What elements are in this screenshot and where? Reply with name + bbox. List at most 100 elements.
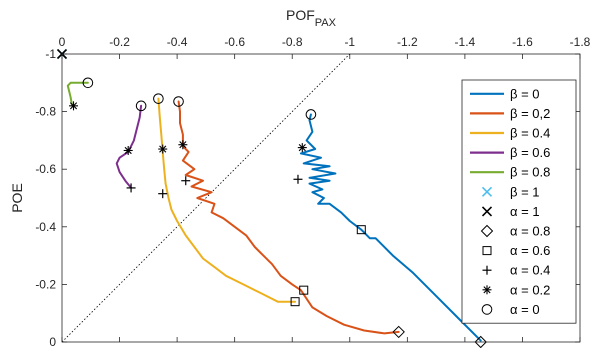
alpha-marker-4-1-stroke-d (179, 141, 187, 149)
y-tick-label: -0.6 (35, 162, 56, 176)
x-tick-label: -0.8 (282, 35, 303, 49)
x-axis-title-main: POF (286, 7, 315, 23)
alpha-marker-4-2 (158, 144, 168, 154)
legend-entry-5: β = 1 (481, 184, 540, 199)
legend-swatch-marker (481, 186, 493, 197)
x-tick-label: 0 (59, 35, 66, 49)
legend-swatch-marker-shape (480, 224, 494, 238)
alpha-marker-4-3-stroke-d (124, 146, 132, 155)
alpha-marker-1-0-shape (474, 335, 487, 348)
alpha-marker-4-4 (69, 101, 79, 111)
alpha-marker-2-2 (290, 297, 300, 307)
alpha-marker-2-0 (356, 225, 366, 235)
legend-swatch-marker (480, 224, 494, 238)
alpha-marker-2-1 (299, 285, 309, 295)
y-tick-label: -0.4 (35, 220, 56, 234)
legend-entry-1: β = 0,2 (470, 106, 550, 121)
legend-swatch-marker-shape (481, 304, 493, 315)
legend-label: α = 0 (510, 302, 540, 317)
legend-swatch-marker (482, 246, 492, 256)
y-tick-label: -1 (45, 47, 56, 61)
x-tick-label: -1.6 (512, 35, 533, 49)
legend-label: β = 0.6 (510, 145, 550, 160)
y-tick-label: -0.8 (35, 105, 56, 119)
y-tick-label: -0.2 (35, 277, 56, 291)
legend-swatch-marker (482, 265, 492, 275)
alpha-marker-4-0-stroke-d (298, 144, 306, 152)
legend-swatch-marker (481, 304, 493, 315)
legend-entry-3: β = 0.6 (470, 145, 550, 160)
alpha-marker-3-3 (126, 183, 136, 193)
legend-label: α = 0.2 (510, 282, 550, 297)
legend-box (461, 79, 577, 324)
alpha-marker-4-0 (297, 143, 307, 153)
alpha-marker-3-1 (181, 176, 191, 186)
legend-entry-11: α = 0 (481, 302, 540, 317)
alpha-marker-5-3-shape (135, 100, 147, 112)
axes: 0 -0.2 -0.4 -0.6 -0.8 -1 -1.2 -1.4 -1.6 -1.8 0 -0.2… (9, 7, 591, 349)
x-axis-title-subscript: PAX (315, 17, 337, 29)
series-line-1 (177, 100, 400, 335)
legend-swatch-marker (482, 285, 492, 295)
alpha-marker-1-0 (474, 335, 487, 348)
legend-entry-2: β = 0.4 (470, 126, 550, 141)
x-tick-label: -1 (344, 35, 355, 49)
y-axis-title: POE (9, 183, 25, 213)
alpha-marker-5-1 (173, 96, 184, 107)
series-line-4 (66, 81, 89, 107)
legend-label: α = 0.6 (510, 243, 550, 258)
reference-diagonal-line (61, 53, 351, 343)
legend-entry-0: β = 0 (470, 86, 540, 101)
legend-swatch-marker-stroke-b (481, 186, 493, 197)
alpha-marker-2-0-shape (356, 225, 366, 235)
alpha-marker-5-0-shape (305, 109, 317, 120)
alpha-marker-4-4-stroke-d (69, 102, 78, 110)
legend-entry-7: α = 0.8 (480, 224, 550, 239)
legend-label: α = 0.4 (510, 263, 550, 278)
series-line-3 (115, 104, 143, 189)
alpha-marker-4-3 (123, 145, 133, 155)
alpha-marker-3-0 (293, 174, 303, 184)
x-tick-label: -0.6 (224, 35, 245, 49)
series-line-0 (299, 113, 482, 342)
legend-label: β = 0 (510, 86, 540, 101)
legend-label: β = 0.4 (510, 126, 550, 141)
legend-entry-6: α = 1 (481, 204, 540, 219)
x-tick-label: -1.8 (570, 35, 591, 49)
axes-box (61, 53, 581, 343)
alpha-marker-2-2-shape (290, 297, 300, 307)
legend: β = 0 β = 0,2 β = 0.4 β = 0.6 β = 0.8 β = 1 α … (461, 79, 577, 324)
x-tick-label: -1.2 (397, 35, 418, 49)
alpha-marker-5-3 (135, 100, 147, 112)
legend-entry-4: β = 0.8 (470, 165, 550, 180)
legend-swatch-marker-shape (482, 246, 492, 256)
alpha-marker-2-1-shape (299, 285, 309, 295)
alpha-marker-5-4 (82, 77, 94, 89)
alpha-marker-4-1 (178, 140, 188, 150)
x-tick-label: -0.4 (167, 35, 188, 49)
x-tick-label: -1.4 (455, 35, 476, 49)
legend-label: β = 0,2 (510, 106, 550, 121)
alpha-marker-1-1-shape (392, 325, 405, 339)
legend-entry-8: α = 0.6 (482, 243, 550, 258)
legend-swatch-marker-stroke-b (481, 206, 493, 217)
alpha-marker-5-1-shape (173, 96, 184, 107)
alpha-marker-1-1 (392, 325, 405, 339)
legend-label: β = 1 (510, 184, 540, 199)
legend-entry-9: α = 0.4 (482, 263, 550, 278)
alpha-marker-3-2 (158, 189, 168, 199)
x-tick-label: -0.2 (109, 35, 130, 49)
legend-label: α = 1 (510, 204, 540, 219)
legend-entry-10: α = 0.2 (482, 282, 550, 297)
alpha-marker-5-4-shape (82, 77, 94, 89)
legend-label: α = 0.8 (510, 224, 550, 239)
alpha-marker-5-0 (305, 109, 317, 120)
legend-swatch-marker-stroke-d (483, 286, 491, 294)
alpha-marker-5-2-shape (153, 93, 164, 104)
legend-swatch-marker (481, 206, 493, 217)
legend-label: β = 0.8 (510, 165, 550, 180)
alpha-marker-4-2-stroke-d (159, 145, 167, 153)
alpha-marker-5-2 (153, 93, 164, 104)
x-axis-title: POFPAX (286, 7, 337, 29)
